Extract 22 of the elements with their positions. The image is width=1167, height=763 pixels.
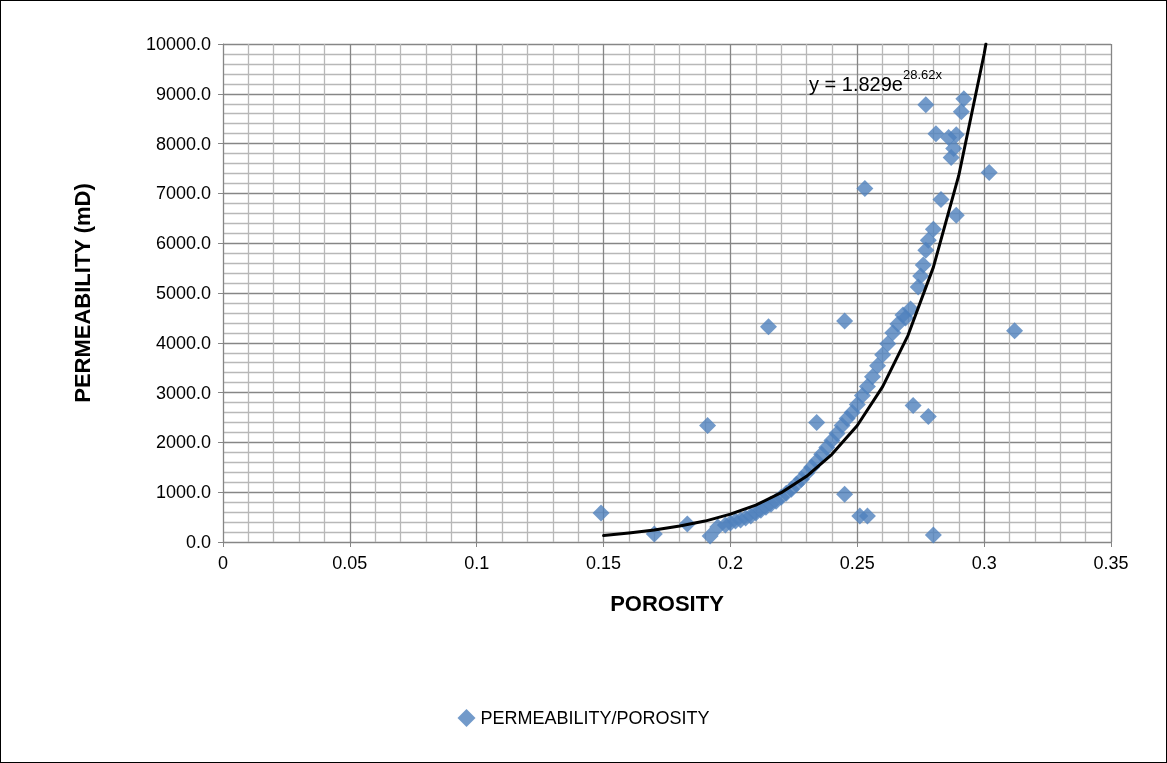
y-tick-label: 5000.0: [155, 283, 211, 303]
y-axis-title: PERMEABILITY (mD): [69, 183, 95, 403]
y-tick-label: 2000.0: [155, 432, 211, 453]
y-tick-label: 1000.0: [155, 482, 211, 503]
y-tick-label: 0.0: [185, 532, 211, 552]
x-tick-label: 0.1: [464, 553, 490, 573]
x-tick-label: 0.15: [586, 553, 622, 573]
x-axis-title: POROSITY: [610, 590, 725, 616]
y-tick-label: 4000.0: [155, 332, 211, 353]
y-tick-label: 3000.0: [155, 382, 211, 403]
x-tick-label: 0: [217, 553, 229, 573]
x-tick-label: 0.05: [332, 553, 368, 573]
x-tick-label: 0.3: [971, 553, 997, 573]
y-tick-label: 9000.0: [155, 83, 211, 104]
y-tick-label: 6000.0: [155, 233, 211, 254]
y-tick-label: 7000.0: [155, 183, 211, 204]
x-tick-label: 0.25: [839, 553, 875, 573]
x-tick-label: 0.35: [1093, 553, 1129, 573]
y-tick-label: 8000.0: [155, 133, 211, 154]
legend-label: PERMEABILITY/POROSITY: [480, 708, 710, 728]
x-tick-label: 0.2: [717, 553, 743, 573]
y-tick-label: 10000.0: [145, 34, 211, 54]
